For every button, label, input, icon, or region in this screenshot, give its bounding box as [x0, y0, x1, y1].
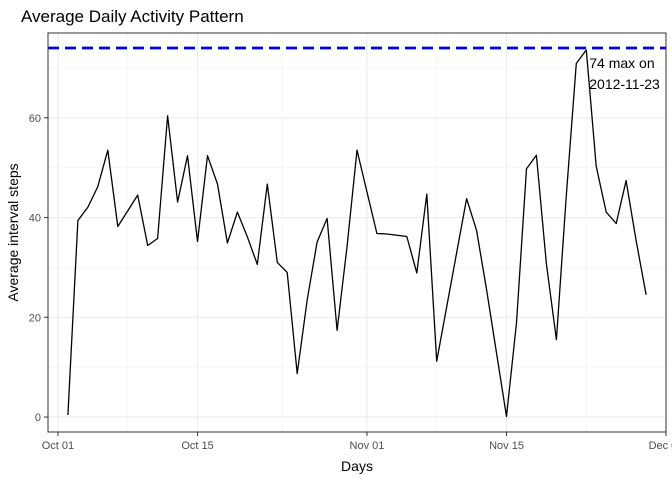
- x-tick-label: Nov 01: [350, 440, 385, 452]
- max-annotation-line-2: 2012-11-23: [589, 76, 660, 92]
- series-line-1: [67, 49, 647, 418]
- y-tick-label: 20: [29, 312, 41, 324]
- y-tick-label: 60: [29, 113, 41, 125]
- annotation-layer: 74 max on 2012-11-23: [589, 55, 660, 92]
- y-tick-label: 40: [29, 213, 41, 225]
- x-axis-title: Days: [341, 458, 373, 474]
- x-tick-label: Dec 01: [649, 440, 672, 452]
- x-tick-label: Nov 15: [489, 440, 524, 452]
- plot-panel-border: [47, 32, 667, 433]
- y-axis-title: Average interval steps: [5, 163, 21, 301]
- max-annotation-line-1: 74 max on: [589, 55, 654, 71]
- chart-title: Average Daily Activity Pattern: [21, 7, 244, 26]
- x-tick-label: Oct 01: [42, 440, 74, 452]
- x-tick-label: Oct 15: [181, 440, 213, 452]
- y-axis: 0 20 40 60: [29, 113, 48, 424]
- grid-lines: [48, 33, 667, 432]
- y-tick-label: 0: [35, 412, 41, 424]
- series-layer: [67, 49, 647, 418]
- x-axis: Oct 01 Oct 15 Nov 01 Nov 15 Dec 01: [42, 432, 672, 452]
